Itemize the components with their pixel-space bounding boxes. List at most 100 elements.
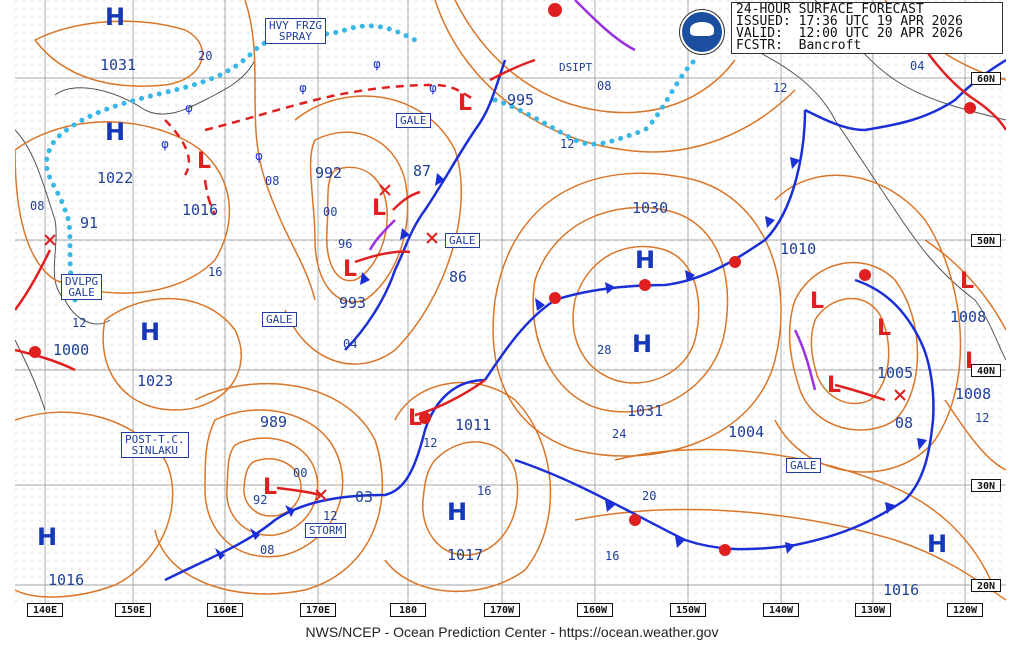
lon-label: 180 bbox=[390, 603, 426, 617]
low-center: L bbox=[877, 316, 891, 341]
svg-text:φ: φ bbox=[161, 137, 169, 151]
graticule bbox=[15, 0, 1006, 604]
pressure-value: 1008 bbox=[950, 308, 986, 326]
low-center: L bbox=[263, 475, 277, 500]
pressure-value: 1023 bbox=[137, 372, 173, 390]
contour-label: 16 bbox=[477, 484, 491, 498]
pressure-value: 1030 bbox=[632, 199, 668, 217]
low-center: L bbox=[960, 269, 974, 294]
contour-label: 08 bbox=[597, 79, 611, 93]
contour-label: 12 bbox=[975, 411, 989, 425]
hvy-frzg-spray-label: HVY FRZG SPRAY bbox=[265, 18, 326, 44]
contour-label: 00 bbox=[293, 466, 307, 480]
gale-label: GALE bbox=[445, 233, 480, 248]
lon-label: 160E bbox=[207, 603, 243, 617]
occluded-fronts bbox=[368, 0, 817, 391]
contour-label: 1004 bbox=[728, 423, 764, 441]
contour-label: 12 bbox=[323, 509, 337, 523]
pressure-value: 1016 bbox=[883, 581, 919, 599]
contour-label: 20 bbox=[198, 49, 212, 63]
noaa-logo-icon bbox=[680, 10, 724, 54]
pressure-value: 1017 bbox=[447, 546, 483, 564]
isobars bbox=[15, 0, 1006, 601]
svg-text:φ: φ bbox=[429, 81, 437, 95]
contour-label: 08 bbox=[265, 174, 279, 188]
contour-label: 12 bbox=[72, 316, 86, 330]
contour-label: 28 bbox=[597, 343, 611, 357]
svg-text:φ: φ bbox=[299, 81, 307, 95]
high-center: H bbox=[37, 523, 57, 551]
pressure-value: 1016 bbox=[182, 201, 218, 219]
contour-label: 86 bbox=[449, 268, 467, 286]
contour-label: 04 bbox=[343, 337, 357, 351]
contour-labels: 20 08 91 16 12 00 96 04 87 86 08 12 12 0… bbox=[30, 49, 989, 563]
high-center: H bbox=[105, 3, 125, 31]
contour-label: 91 bbox=[80, 214, 98, 232]
low-center: L bbox=[458, 91, 472, 116]
gale-label: GALE bbox=[786, 458, 821, 473]
lon-label: 150E bbox=[115, 603, 151, 617]
contour-label: 16 bbox=[208, 265, 222, 279]
lat-label: 20N bbox=[971, 579, 1001, 592]
pressure-value: 995 bbox=[507, 91, 534, 109]
gale-label: GALE bbox=[396, 113, 431, 128]
lon-label: 120W bbox=[947, 603, 983, 617]
pressure-value: 1000 bbox=[53, 341, 89, 359]
low-center: L bbox=[810, 289, 824, 314]
lon-label: 130W bbox=[855, 603, 891, 617]
contour-label: 08 bbox=[30, 199, 44, 213]
contour-label: 08 bbox=[895, 414, 913, 432]
pressure-value: 992 bbox=[315, 164, 342, 182]
svg-text:φ: φ bbox=[255, 149, 263, 163]
ice-edge bbox=[43, 23, 698, 303]
pressure-value: 1016 bbox=[48, 571, 84, 589]
dvlpg-gale-label: DVLPG GALE bbox=[61, 274, 103, 300]
freezing-spray-boundary bbox=[164, 83, 476, 176]
contour-label: 20 bbox=[642, 489, 656, 503]
lon-label: 140W bbox=[763, 603, 799, 617]
low-center: L bbox=[197, 149, 211, 174]
map-background bbox=[15, 0, 1006, 604]
surface-forecast-map: H H H H H H H H L L L L L L L L L L L 10… bbox=[15, 0, 1006, 604]
high-center: H bbox=[140, 318, 160, 346]
lon-label: 170E bbox=[300, 603, 336, 617]
lon-label: 160W bbox=[577, 603, 613, 617]
lon-label: 140E bbox=[27, 603, 63, 617]
low-center: L bbox=[372, 196, 386, 221]
issued-time: ISSUED: 17:36 UTC 19 APR 2026 bbox=[736, 14, 963, 29]
lon-label: 170W bbox=[484, 603, 520, 617]
pressure-value: 1031 bbox=[627, 402, 663, 420]
pressure-value: 1011 bbox=[455, 416, 491, 434]
svg-text:φ: φ bbox=[373, 57, 381, 71]
contour-label: 08 bbox=[260, 543, 274, 557]
front-symbols bbox=[29, 3, 976, 560]
contour-label: 12 bbox=[423, 436, 437, 450]
pressure-value: 1022 bbox=[97, 169, 133, 187]
high-center: H bbox=[635, 246, 655, 274]
lat-label: 30N bbox=[971, 479, 1001, 492]
contour-label: 1010 bbox=[780, 240, 816, 258]
forecaster: FCSTR: Bancroft bbox=[736, 38, 862, 53]
contour-label: 87 bbox=[413, 162, 431, 180]
gale-label: GALE bbox=[262, 312, 297, 327]
lat-label: 60N bbox=[971, 72, 1001, 85]
high-center: H bbox=[447, 498, 467, 526]
high-center: H bbox=[632, 330, 652, 358]
pressure-value: 1031 bbox=[100, 56, 136, 74]
storm-tracks bbox=[15, 58, 886, 497]
low-center: L bbox=[827, 373, 841, 398]
contour-label: 04 bbox=[910, 59, 924, 73]
pressure-value: 993 bbox=[339, 294, 366, 312]
forecast-header: 24-HOUR SURFACE FORECAST ISSUED: 17:36 UT… bbox=[731, 2, 1003, 54]
storm-label: STORM bbox=[305, 523, 347, 538]
contour-label: 12 bbox=[560, 137, 574, 151]
pressure-value: 1008 bbox=[955, 385, 991, 403]
track-end-markers bbox=[44, 184, 906, 501]
lat-label: 50N bbox=[971, 234, 1001, 247]
map-canvas: H H H H H H H H L L L L L L L L L L L 10… bbox=[15, 0, 1006, 604]
pressure-value: 1005 bbox=[877, 364, 913, 382]
contour-label: 00 bbox=[323, 205, 337, 219]
contour-label: 03 bbox=[355, 488, 373, 506]
forecast-title: 24-HOUR SURFACE FORECAST bbox=[736, 2, 924, 17]
lon-label: 150W bbox=[670, 603, 706, 617]
